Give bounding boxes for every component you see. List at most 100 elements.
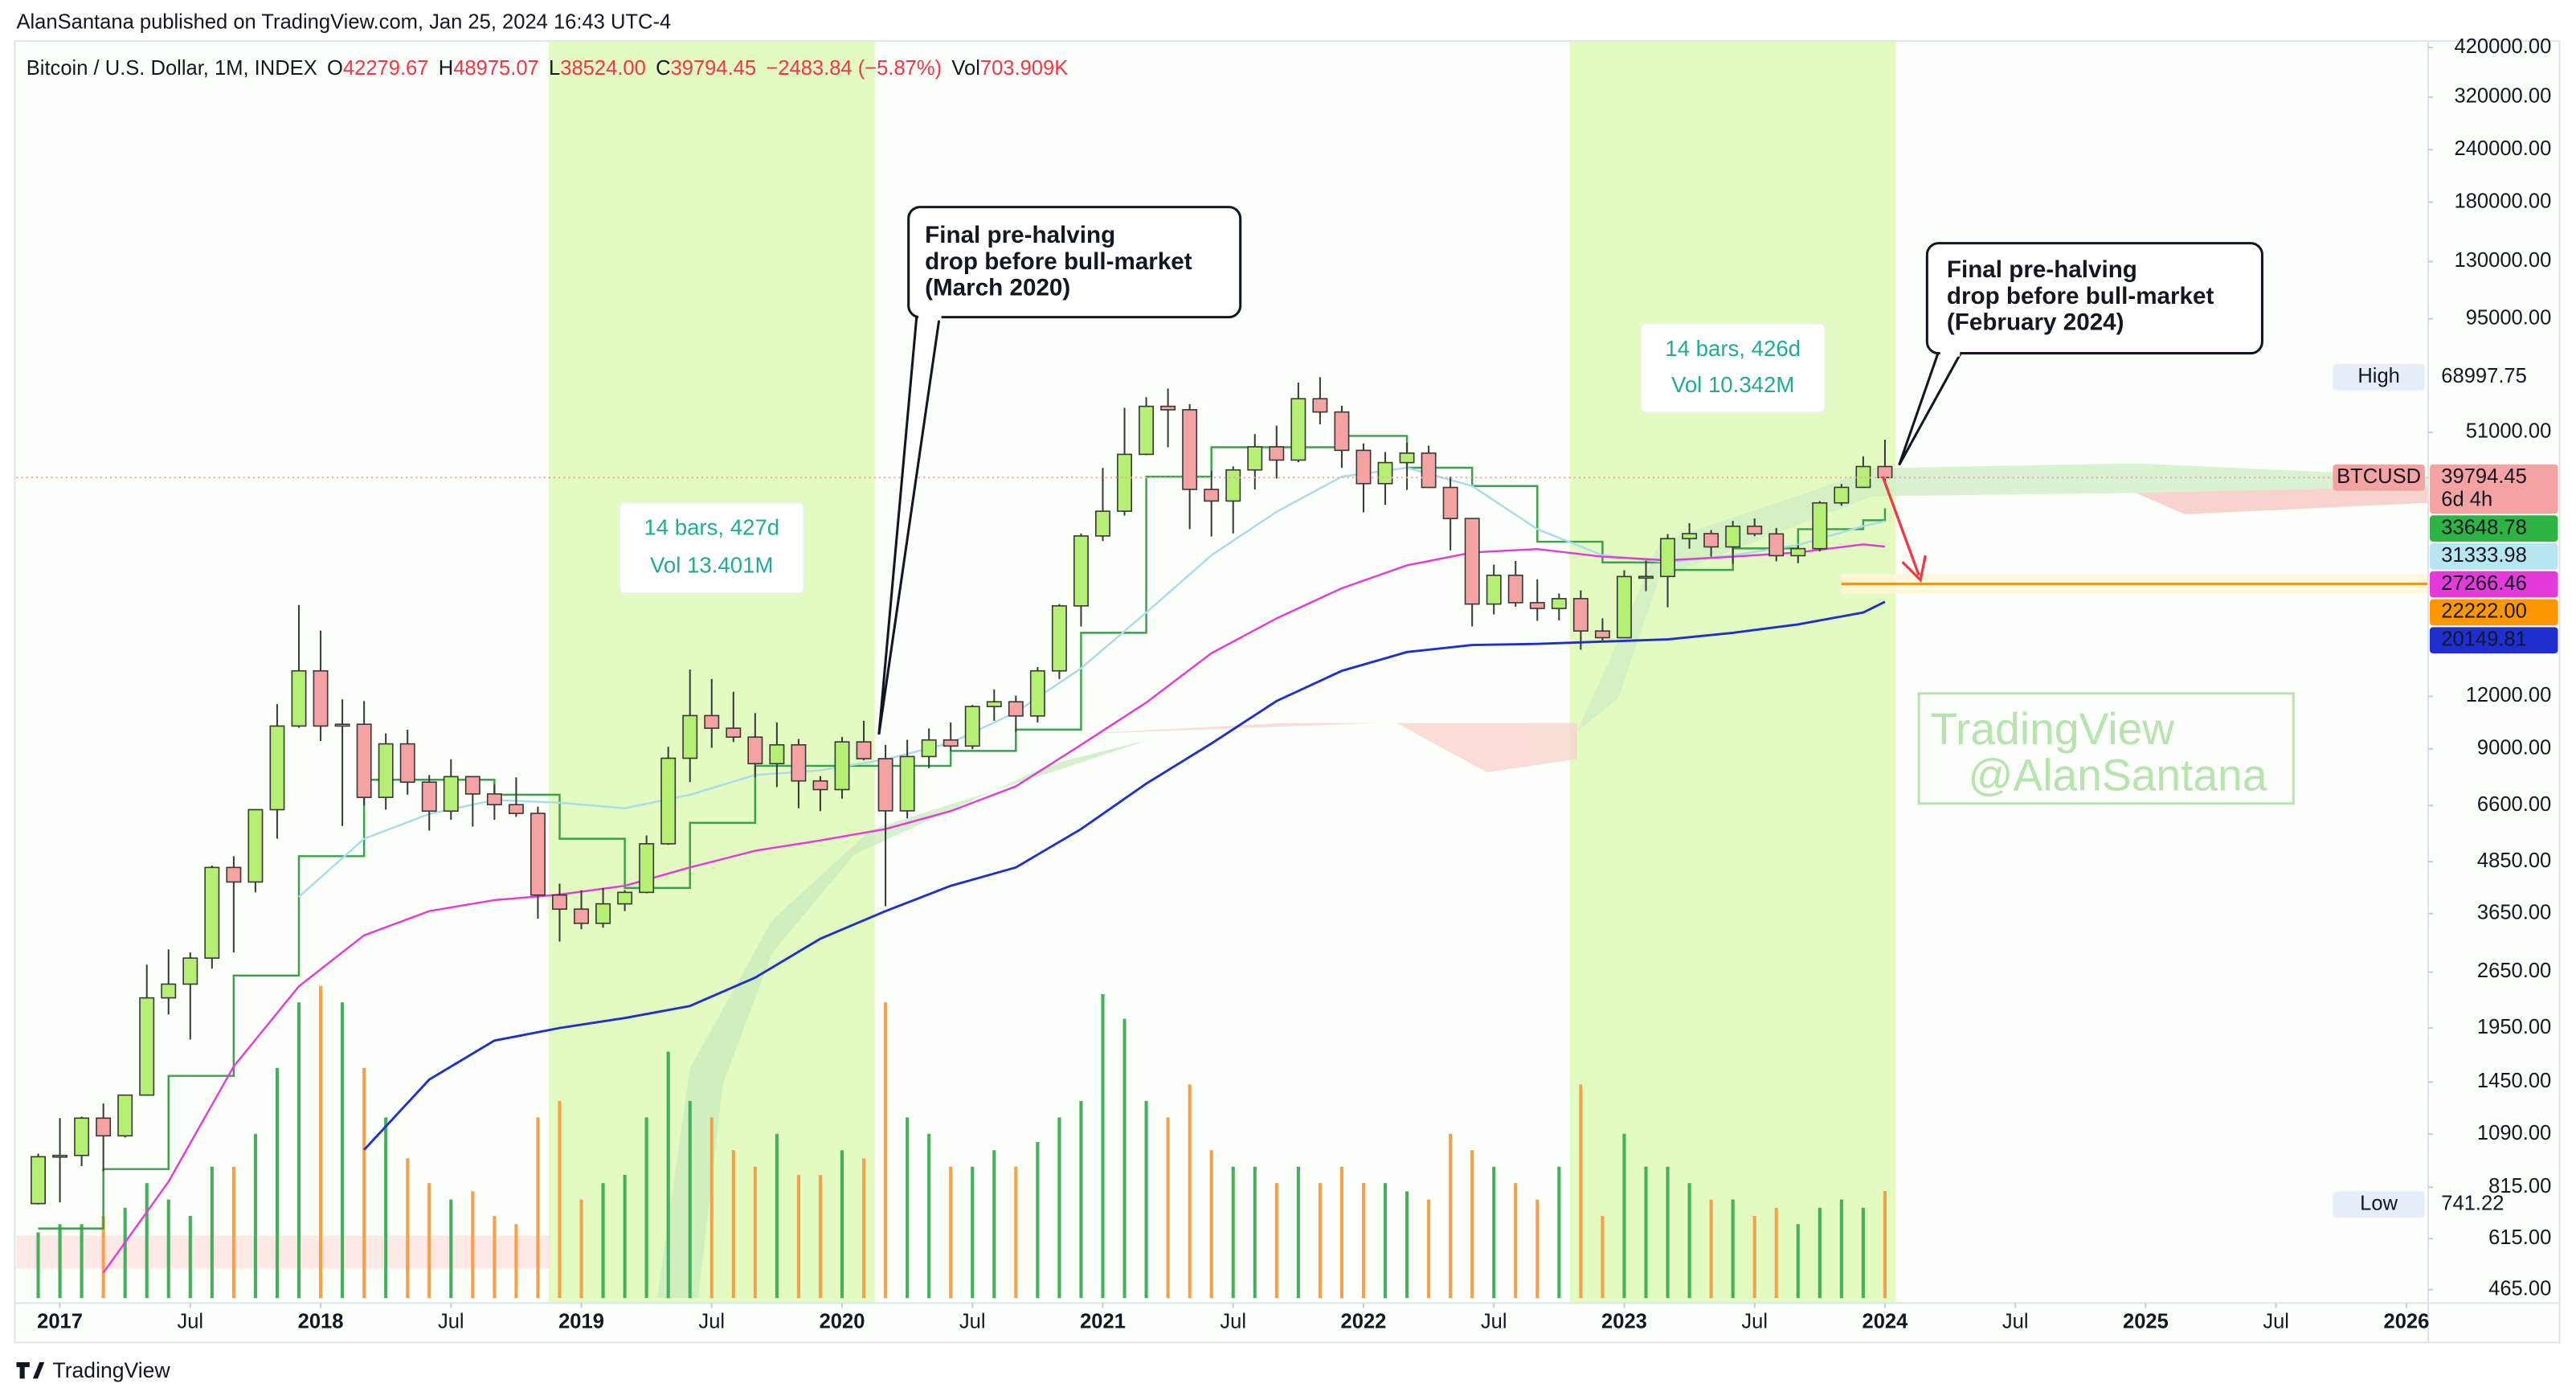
candle-body: [1095, 510, 1110, 537]
callout-text: drop before bull-market: [1947, 283, 2214, 309]
x-tick-label: Jul: [698, 1311, 725, 1333]
candle-body: [921, 739, 937, 758]
y-tick-label: 51000.00: [2466, 420, 2552, 443]
callout-box: [1925, 242, 2263, 355]
x-tick-label: 2017: [37, 1311, 83, 1333]
candle-body: [247, 808, 264, 883]
volume-bar: [145, 1183, 149, 1299]
candle-body: [1725, 525, 1741, 548]
candle-body: [1073, 535, 1089, 607]
volume-bar: [666, 1051, 670, 1299]
candle-body: [1790, 547, 1806, 557]
legend: Bitcoin / U.S. Dollar, 1M, INDEX O42279.6…: [27, 57, 1069, 80]
x-tick-label: Jul: [2263, 1311, 2289, 1333]
price-tag: [2429, 627, 2558, 654]
volume-bar: [1861, 1207, 1865, 1299]
range-label: 14 bars, 427d: [644, 515, 779, 540]
indicator-line: [363, 600, 1886, 1151]
candle-body: [1334, 411, 1350, 452]
volume-bar: [318, 985, 323, 1299]
volume-bar: [709, 1117, 714, 1299]
candle-body: [552, 894, 567, 911]
candle-body: [1768, 533, 1785, 557]
volume-bar: [884, 1002, 888, 1299]
x-tick-label: Jul: [959, 1311, 986, 1333]
volume-bar: [1492, 1166, 1496, 1299]
volume-bar: [1601, 1216, 1605, 1299]
volume-bar: [36, 1232, 40, 1299]
price-tag-value: 22222.00: [2441, 600, 2527, 623]
x-tick-label: 2018: [298, 1311, 344, 1333]
legend-change: −2483.84 (−5.87%): [766, 57, 942, 80]
candle-body: [617, 891, 633, 905]
candle-body: [291, 669, 307, 727]
x-tick-label: 2023: [1601, 1311, 1647, 1333]
legend-value: 42279.67: [343, 57, 429, 80]
price-tag-sub: 6d 4h: [2441, 489, 2492, 511]
volume-bar: [623, 1174, 627, 1299]
callout-text: Final pre-halving: [1947, 256, 2137, 283]
callout-text: (February 2024): [1947, 309, 2124, 336]
volume-bar: [1253, 1166, 1257, 1299]
legend-value: 48975.07: [453, 57, 539, 80]
candle-body: [595, 903, 611, 924]
footer-logo: TradingView: [16, 1358, 170, 1382]
candle-body: [226, 866, 242, 883]
volume-bar: [818, 1174, 823, 1299]
candle-body: [486, 793, 502, 806]
candle-body: [31, 1156, 46, 1205]
volume-bar: [992, 1150, 996, 1299]
candle-body: [117, 1094, 133, 1137]
price-tag: [2429, 599, 2558, 626]
candle-body: [834, 741, 850, 791]
candle-body: [574, 908, 589, 924]
legend-key: H: [439, 57, 453, 80]
volume-bar: [1274, 1183, 1278, 1299]
candle-body: [508, 804, 524, 814]
volume-bar: [536, 1117, 540, 1299]
y-tick-label: 6600.00: [2477, 793, 2551, 816]
callout-box: [907, 206, 1242, 319]
y-tick-label: 130000.00: [2455, 249, 2552, 272]
x-tick-label: Jul: [1741, 1311, 1768, 1333]
range-label: 14 bars, 426d: [1665, 336, 1801, 361]
candle-body: [1160, 405, 1176, 411]
price-tag: [2429, 543, 2558, 570]
x-tick-label: Jul: [2002, 1311, 2029, 1333]
volume-bar: [449, 1199, 453, 1299]
candle-body: [1529, 602, 1545, 609]
price-tag-value: 741.22: [2441, 1193, 2504, 1215]
candle-body: [1442, 486, 1458, 520]
range-label: Vol 10.342M: [1671, 372, 1794, 397]
volume-bar: [275, 1067, 280, 1299]
volume-bar: [1774, 1207, 1778, 1299]
price-tag-name: High: [2357, 365, 2400, 387]
x-tick-label: Jul: [177, 1311, 203, 1333]
footer: TradingView: [52, 1358, 170, 1382]
candle-body: [1551, 598, 1567, 609]
volume-bar: [80, 1224, 84, 1299]
volume-bar: [188, 1216, 192, 1299]
y-tick-label: 615.00: [2488, 1226, 2551, 1249]
volume-bar: [296, 1002, 301, 1299]
volume-bar: [1427, 1199, 1431, 1299]
candle-body: [1399, 452, 1415, 464]
legend-value: 38524.00: [560, 57, 646, 80]
cloud-red: [2136, 486, 2428, 514]
x-tick-label: 2025: [2123, 1311, 2169, 1333]
volume-bar: [840, 1150, 844, 1299]
callout-text: (March 2020): [925, 275, 1070, 301]
volume-bar: [166, 1199, 170, 1299]
callout-joint: [1940, 346, 1961, 357]
x-tick-label: 2021: [1080, 1311, 1126, 1333]
candle-body: [1312, 398, 1328, 413]
volume-bar: [210, 1166, 214, 1299]
callout-text: drop before bull-market: [925, 248, 1192, 275]
candle-body: [1703, 533, 1719, 548]
x-tick-label: Jul: [438, 1311, 464, 1333]
candle-body: [964, 706, 980, 747]
volume-bar: [558, 1100, 562, 1299]
volume-bar: [1796, 1224, 1800, 1299]
watermark-box: [1917, 692, 2295, 805]
legend-value: 703.909K: [980, 57, 1068, 80]
